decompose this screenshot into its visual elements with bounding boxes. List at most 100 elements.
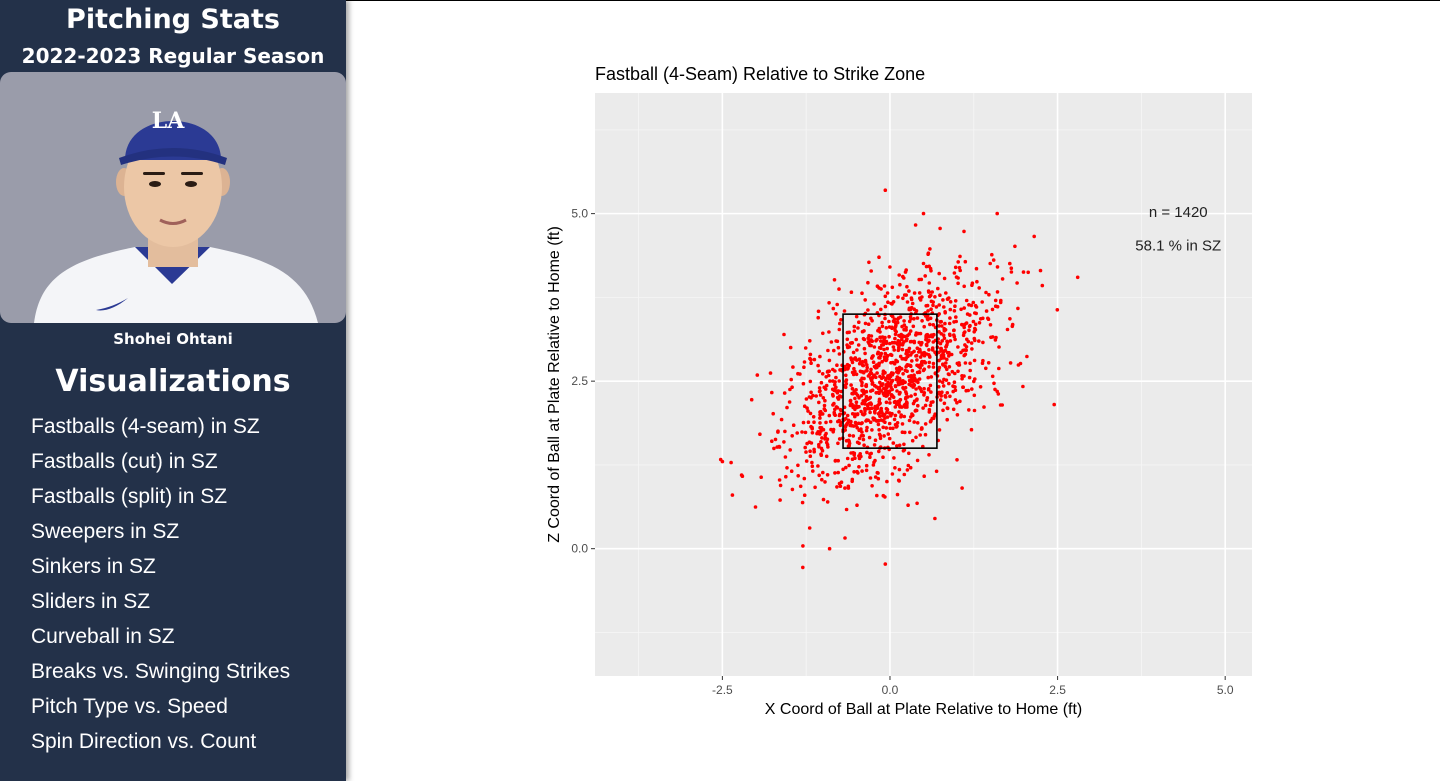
pitch-point: [897, 365, 902, 370]
pitch-point: [931, 300, 935, 304]
pitch-point: [823, 387, 828, 391]
pitch-point: [852, 324, 857, 329]
pitch-point: [917, 291, 922, 295]
pitch-point: [878, 436, 883, 441]
pitch-point: [795, 431, 799, 435]
pitch-point: [986, 361, 991, 365]
pitch-point: [908, 430, 912, 435]
pitch-point: [887, 319, 891, 324]
nav-item-breaks-vs-swinging-strikes[interactable]: Breaks vs. Swinging Strikes: [31, 660, 291, 683]
x-tick-label: 5.0: [1217, 683, 1234, 697]
pitch-point: [844, 465, 848, 470]
pitch-point: [869, 402, 874, 407]
pitch-point: [909, 364, 913, 369]
pitch-point: [804, 397, 809, 401]
pitch-point: [953, 337, 957, 342]
pitch-point: [890, 326, 894, 331]
pitch-point: [881, 455, 885, 460]
pitch-point: [1040, 283, 1045, 288]
pitch-point: [873, 475, 878, 479]
nav-item-fastballs-4-seam[interactable]: Fastballs (4-seam) in SZ: [31, 415, 260, 438]
y-axis-label: Z Coord of Ball at Plate Relative to Hom…: [546, 226, 563, 543]
nav-item-sinkers[interactable]: Sinkers in SZ: [31, 555, 156, 578]
pitch-point: [890, 472, 895, 476]
pitch-point: [830, 392, 835, 397]
pitch-point: [811, 415, 816, 419]
pitch-point: [803, 346, 808, 350]
pitch-point: [977, 321, 982, 325]
pitch-point: [902, 414, 907, 419]
pitch-point: [842, 309, 847, 313]
pitch-point: [803, 430, 808, 435]
pitch-point: [860, 430, 864, 434]
pitch-point: [820, 436, 824, 440]
pitch-point: [922, 353, 927, 358]
pitch-point: [990, 374, 995, 379]
nav-item-curveball[interactable]: Curveball in SZ: [31, 625, 175, 648]
pitch-point: [950, 369, 955, 374]
pitch-point: [889, 353, 894, 358]
y-tick-label: 5.0: [571, 207, 588, 221]
pitch-point: [936, 368, 941, 372]
pitch-point: [1075, 275, 1080, 280]
pitch-point: [860, 359, 865, 364]
pitch-point: [860, 401, 864, 406]
pitch-point: [880, 324, 885, 329]
nav-item-pitch-type-vs-speed[interactable]: Pitch Type vs. Speed: [31, 695, 228, 718]
pitch-point: [866, 308, 870, 312]
pitch-point: [837, 379, 841, 383]
pitch-point: [868, 420, 873, 425]
pitch-point: [863, 351, 867, 356]
pitch-point: [848, 423, 852, 428]
pitch-point: [861, 390, 866, 394]
pitch-point: [853, 456, 857, 461]
pitch-point: [926, 309, 930, 313]
pitch-point: [825, 370, 830, 374]
pitch-point: [817, 473, 821, 478]
pitch-point: [945, 391, 950, 395]
pitch-point: [807, 395, 812, 399]
pitch-point: [866, 322, 871, 327]
pitch-point: [859, 378, 863, 383]
nav-item-sliders[interactable]: Sliders in SZ: [31, 590, 151, 613]
pitch-point: [874, 391, 878, 395]
pitch-point: [902, 293, 907, 297]
pitch-point: [906, 503, 910, 508]
pitch-point: [885, 479, 889, 484]
nav-item-fastballs-split[interactable]: Fastballs (split) in SZ: [31, 485, 228, 508]
pitch-point: [818, 416, 822, 420]
pitch-point: [850, 391, 854, 396]
pitch-point: [942, 336, 947, 341]
pitch-point: [923, 422, 928, 426]
nav-item-fastballs-cut[interactable]: Fastballs (cut) in SZ: [31, 450, 218, 473]
pitch-point: [925, 343, 929, 348]
pitch-point: [832, 278, 837, 282]
pitch-point: [827, 358, 832, 363]
pitch-point: [962, 353, 966, 358]
pitch-point: [827, 413, 832, 418]
pitch-point: [847, 443, 851, 448]
pitch-point: [871, 360, 876, 365]
pitch-point: [907, 319, 912, 324]
pitch-point: [900, 405, 904, 409]
nav-item-sweepers[interactable]: Sweepers in SZ: [31, 520, 180, 543]
pitch-point: [881, 493, 886, 498]
pitch-point: [894, 377, 899, 382]
pitch-point: [945, 406, 950, 411]
pitch-point: [882, 434, 886, 438]
pitch-point: [893, 328, 897, 333]
pitch-point: [927, 334, 932, 339]
pitch-point: [947, 365, 952, 369]
pitch-point: [962, 284, 966, 289]
pitch-point: [854, 372, 859, 377]
pitch-point: [997, 366, 1001, 371]
pitch-point: [927, 453, 931, 457]
pitch-point: [942, 401, 947, 406]
pitch-point: [968, 323, 972, 328]
pitch-point: [928, 322, 932, 327]
nav-item-spin-direction-vs-count[interactable]: Spin Direction vs. Count: [31, 730, 257, 753]
pitch-point: [911, 401, 916, 406]
pitch-point: [943, 310, 947, 314]
pitch-point: [942, 377, 946, 382]
pitch-point: [802, 404, 807, 409]
